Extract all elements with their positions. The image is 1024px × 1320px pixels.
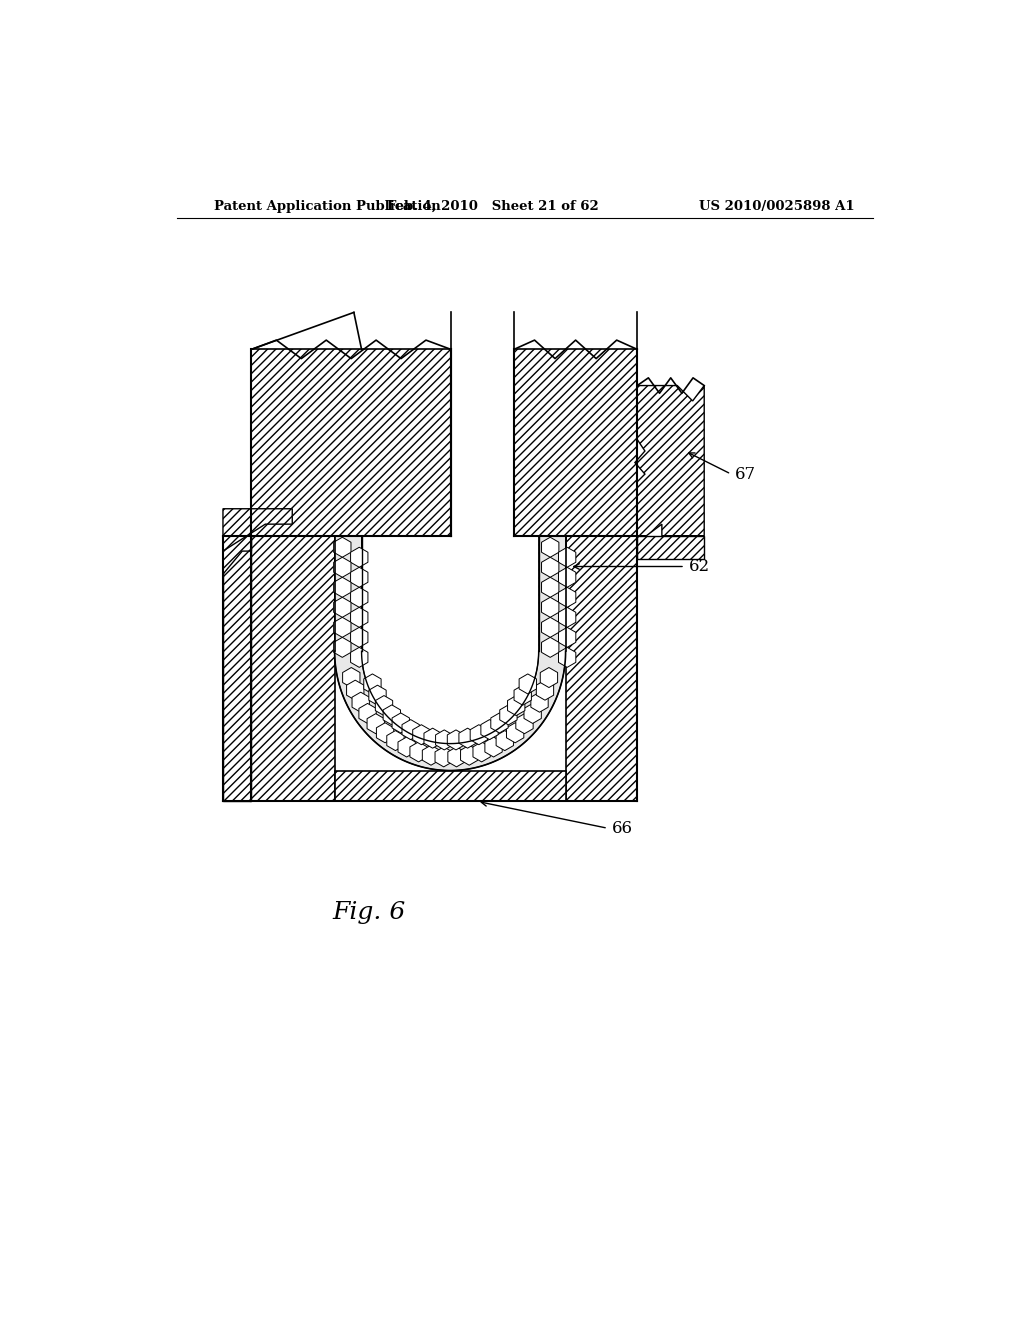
Polygon shape <box>361 536 539 743</box>
Polygon shape <box>350 548 368 568</box>
Polygon shape <box>637 536 705 558</box>
Polygon shape <box>542 618 559 638</box>
Polygon shape <box>565 536 637 801</box>
Polygon shape <box>369 685 386 705</box>
Polygon shape <box>223 508 292 552</box>
Polygon shape <box>252 350 451 536</box>
Polygon shape <box>461 746 478 766</box>
Polygon shape <box>530 692 548 713</box>
Polygon shape <box>447 730 465 750</box>
Polygon shape <box>516 714 534 734</box>
Polygon shape <box>335 771 565 801</box>
Polygon shape <box>334 618 351 638</box>
Polygon shape <box>350 568 368 587</box>
Polygon shape <box>422 746 439 766</box>
Polygon shape <box>542 638 559 657</box>
Polygon shape <box>387 730 404 751</box>
Text: Fig. 6: Fig. 6 <box>333 902 406 924</box>
Polygon shape <box>459 729 476 748</box>
Polygon shape <box>350 607 368 627</box>
Polygon shape <box>558 548 575 568</box>
Polygon shape <box>537 680 554 700</box>
Polygon shape <box>451 350 514 536</box>
Polygon shape <box>223 536 252 801</box>
Polygon shape <box>346 680 364 700</box>
Polygon shape <box>410 742 427 762</box>
Polygon shape <box>514 685 531 705</box>
Polygon shape <box>334 537 351 557</box>
Polygon shape <box>558 627 575 647</box>
Polygon shape <box>252 536 335 801</box>
Polygon shape <box>413 725 430 744</box>
Polygon shape <box>500 705 517 725</box>
Polygon shape <box>558 568 575 587</box>
Text: Patent Application Publication: Patent Application Publication <box>214 199 440 213</box>
Text: 62: 62 <box>689 558 710 576</box>
Polygon shape <box>376 696 392 715</box>
Text: Feb. 4, 2010   Sheet 21 of 62: Feb. 4, 2010 Sheet 21 of 62 <box>387 199 598 213</box>
Polygon shape <box>485 737 502 756</box>
Text: US 2010/0025898 A1: US 2010/0025898 A1 <box>698 199 854 213</box>
Polygon shape <box>542 577 559 598</box>
Polygon shape <box>350 627 368 647</box>
Polygon shape <box>450 536 565 651</box>
Polygon shape <box>335 536 565 771</box>
Text: 67: 67 <box>735 466 756 483</box>
Text: 66: 66 <box>611 820 633 837</box>
Polygon shape <box>343 668 360 688</box>
Polygon shape <box>470 725 487 744</box>
Polygon shape <box>541 668 558 688</box>
Polygon shape <box>508 696 525 715</box>
Polygon shape <box>350 647 368 668</box>
Polygon shape <box>352 692 370 713</box>
Polygon shape <box>350 587 368 607</box>
Polygon shape <box>424 729 441 748</box>
Polygon shape <box>542 557 559 577</box>
Polygon shape <box>435 747 453 767</box>
Polygon shape <box>447 747 465 767</box>
Polygon shape <box>473 742 490 762</box>
Polygon shape <box>334 577 351 598</box>
Polygon shape <box>358 704 376 723</box>
Polygon shape <box>524 704 542 723</box>
Polygon shape <box>507 723 524 743</box>
Polygon shape <box>635 385 705 536</box>
Polygon shape <box>398 737 416 756</box>
Polygon shape <box>558 647 575 668</box>
Polygon shape <box>558 607 575 627</box>
Polygon shape <box>334 557 351 577</box>
Polygon shape <box>519 675 537 694</box>
Polygon shape <box>223 536 252 574</box>
Polygon shape <box>542 598 559 618</box>
Polygon shape <box>542 537 559 557</box>
Polygon shape <box>558 587 575 607</box>
Polygon shape <box>334 598 351 618</box>
Polygon shape <box>514 350 637 536</box>
Polygon shape <box>402 719 420 739</box>
Polygon shape <box>335 536 451 651</box>
Polygon shape <box>367 714 384 734</box>
Polygon shape <box>377 723 394 743</box>
Polygon shape <box>435 730 453 750</box>
Polygon shape <box>364 675 381 694</box>
Polygon shape <box>392 713 410 733</box>
Polygon shape <box>496 730 513 751</box>
Polygon shape <box>481 719 499 739</box>
Polygon shape <box>383 705 400 725</box>
Polygon shape <box>334 638 351 657</box>
Polygon shape <box>490 713 508 733</box>
